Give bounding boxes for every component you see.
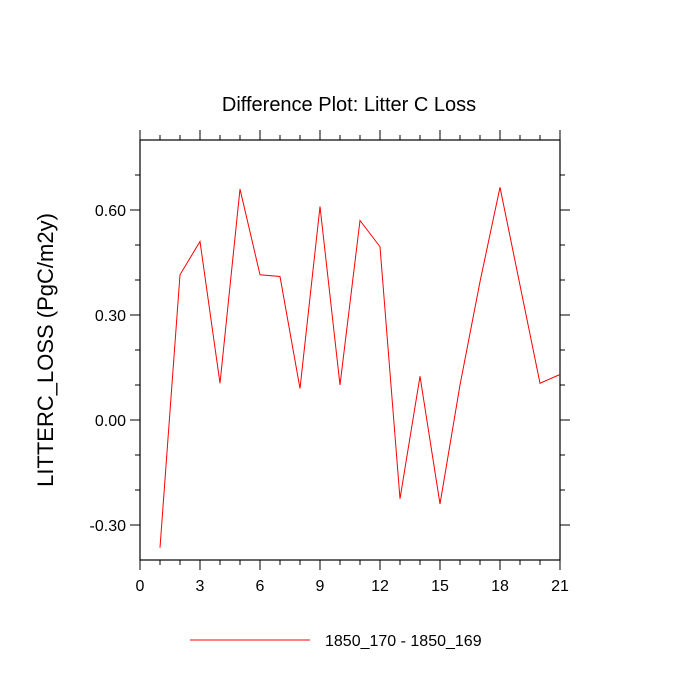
x-tick-label: 6 — [256, 578, 265, 595]
x-tick-label: 12 — [371, 578, 389, 595]
y-tick-label: 0.60 — [95, 203, 126, 220]
y-tick-label: 0.00 — [95, 413, 126, 430]
x-tick-label: 21 — [551, 578, 569, 595]
x-tick-label: 0 — [136, 578, 145, 595]
series-line — [159, 187, 561, 548]
x-tick-label: 3 — [196, 578, 205, 595]
y-tick-label: 0.30 — [95, 308, 126, 325]
x-tick-label: 15 — [431, 578, 449, 595]
legend: 1850_170 - 1850_169 — [190, 633, 482, 650]
x-tick-label: 18 — [491, 578, 509, 595]
legend-label: 1850_170 - 1850_169 — [325, 633, 482, 650]
x-tick-label: 9 — [316, 578, 325, 595]
y-axis-label: LITTERC_LOSS (PgC/m2y) — [33, 213, 58, 487]
y-tick-label: -0.30 — [90, 518, 127, 535]
chart-title: Difference Plot: Litter C Loss — [222, 94, 476, 116]
plot-area: 0 3 6 9 12 15 18 21 -0.30 0.00 0.30 0.60 — [90, 130, 570, 595]
